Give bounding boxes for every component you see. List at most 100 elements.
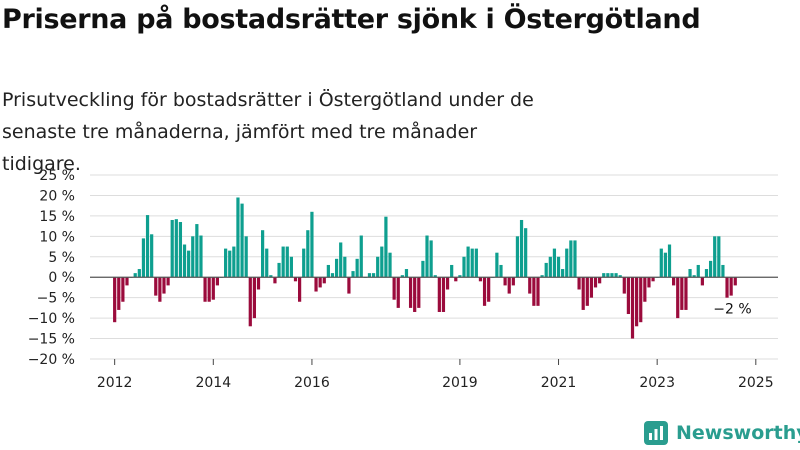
bar [663,252,667,278]
bar [141,238,146,278]
bar [281,246,285,278]
bar [174,219,178,278]
bar [371,273,376,278]
x-tick-label: 2019 [442,375,478,391]
bar [507,277,511,294]
bar [688,269,692,278]
bar [437,277,441,312]
bar [441,277,446,312]
bar [232,246,236,278]
y-tick-label: 25 % [39,168,75,184]
bar [113,277,117,323]
bar [635,277,639,327]
bar [145,215,150,278]
bar [322,277,326,284]
bar [408,277,413,308]
bar [417,277,421,308]
y-tick-label: 0 % [48,270,75,286]
bar [376,256,380,278]
bar [404,269,409,278]
bar [244,236,248,278]
bar [606,273,610,278]
bar [318,277,322,288]
bar [150,234,154,278]
bar [499,264,503,278]
bar [203,277,207,302]
y-tick-label: 10 % [39,229,75,245]
bar [330,273,335,278]
bar [454,277,458,282]
bar [573,240,577,278]
bar [273,277,277,284]
bar [548,256,552,278]
bar [170,219,174,278]
bar [293,277,298,282]
bar [421,260,425,278]
bar [482,277,487,306]
bar [704,269,709,278]
bar [717,236,721,278]
bar [618,275,622,278]
y-tick-label: −20 % [28,352,75,368]
bar [577,277,581,290]
bar [429,240,433,278]
annotations: −2 % [713,301,751,317]
x-tick-label: 2023 [639,375,675,391]
bar [182,244,187,278]
bar [474,248,478,278]
bar [519,219,524,278]
bar [298,277,302,302]
bars [113,197,737,339]
bar [659,248,663,278]
bar [692,275,696,278]
bar [528,277,532,294]
newsworthy-brand[interactable]: Newsworthy [644,418,800,448]
bar [524,228,528,278]
bar [425,235,429,278]
bar [598,277,602,284]
bar [684,277,688,310]
bar [224,248,228,278]
bar [565,248,569,278]
y-tick-label: 15 % [39,209,75,225]
bar [630,277,635,339]
bar [240,203,244,278]
bar [713,236,717,278]
bar [339,242,343,278]
bar [207,277,211,302]
bar [458,275,462,278]
bar [540,275,544,278]
bar [277,262,281,278]
bar [191,236,195,278]
bar [614,273,618,278]
bar [700,277,704,286]
y-tick-label: −15 % [28,332,75,348]
bar [672,277,676,286]
bar [445,277,450,290]
bar [544,262,548,278]
bar [647,277,651,288]
y-tick-label: −5 % [37,291,75,307]
bar [121,277,125,302]
bar [515,236,520,278]
bar [343,256,347,278]
page-title: Priserna på bostadsrätter sjönk i Österg… [2,4,701,35]
bar [593,277,598,288]
bar [289,256,293,278]
bar [696,264,700,278]
x-tick-label: 2016 [294,375,330,391]
bar [367,273,372,278]
bar [199,235,203,278]
bar [561,269,565,278]
bar [359,235,363,278]
bar [478,277,483,282]
bar [413,277,417,312]
bar [610,273,614,278]
brand-name: Newsworthy [676,422,800,444]
bar [503,277,507,286]
bar [178,222,183,278]
bar [639,277,643,323]
bar [708,260,713,278]
bar [450,264,454,278]
bar [384,216,388,278]
